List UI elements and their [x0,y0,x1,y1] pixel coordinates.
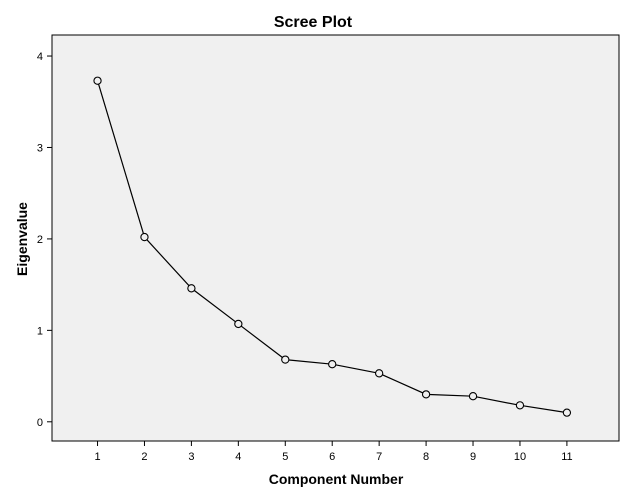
x-tick-label: 4 [235,451,241,463]
x-tick-label: 1 [94,451,100,463]
y-tick-label: 3 [37,142,43,154]
data-point [93,76,102,85]
y-tick-label: 4 [37,51,43,63]
x-tick-label: 10 [514,451,526,463]
data-point [187,284,196,293]
y-tick-label: 0 [37,417,43,429]
x-axis: 1 2 3 4 5 6 7 8 9 10 11 [94,441,573,463]
x-axis-label: Component Number [269,471,404,487]
data-point [140,232,149,242]
chart-title: Scree Plot [274,14,353,31]
x-tick-label: 7 [376,451,382,463]
plot-area [51,34,620,442]
data-point [281,355,290,364]
y-tick-label: 2 [37,234,43,246]
x-tick-label: 3 [188,451,194,463]
x-tick-label: 6 [329,451,335,463]
data-point [328,360,337,369]
data-point [515,401,525,410]
series-layer [93,76,572,417]
y-axis: 0 1 2 3 4 [37,51,52,429]
data-point [468,392,478,401]
x-tick-label: 8 [423,451,429,463]
y-axis-label: Eigenvalue [14,202,30,276]
data-point [562,408,572,417]
x-tick-label: 11 [561,451,572,463]
data-point [375,369,384,378]
data-point [234,319,243,329]
y-tick-label: 1 [37,325,43,337]
x-tick-label: 9 [470,451,476,463]
x-tick-label: 5 [282,451,288,463]
data-point [421,390,431,399]
x-tick-label: 2 [141,451,147,463]
